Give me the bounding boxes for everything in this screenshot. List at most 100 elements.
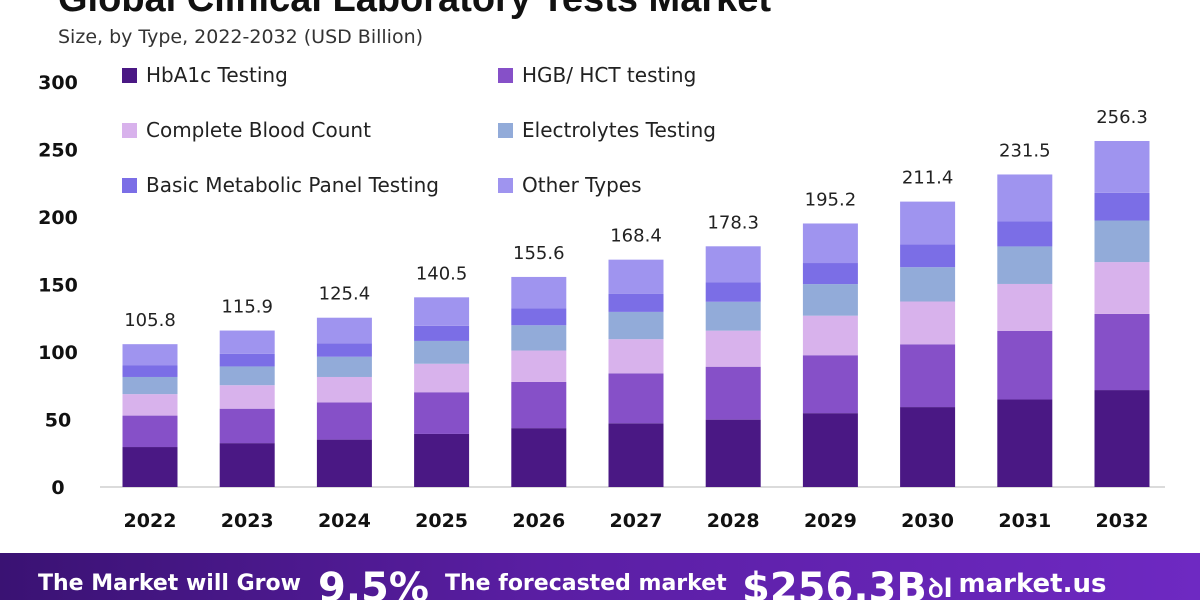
y-tick-label: 150: [38, 275, 78, 297]
bar-segment-other-types: [900, 201, 956, 245]
bar-segment-basic-metabolic-panel-testing: [1094, 192, 1150, 221]
bar-total-label: 231.5: [999, 140, 1051, 161]
bar-segment-other-types: [997, 174, 1053, 222]
bar-segment-electrolytes-testing: [511, 325, 567, 351]
bar-segment-hba1c-testing: [997, 399, 1053, 487]
legend-label: Electrolytes Testing: [522, 118, 716, 142]
bar-segment-hgb-hct-testing: [414, 392, 470, 434]
bar-segment-hgb-hct-testing: [316, 402, 372, 440]
y-tick-label: 250: [38, 140, 78, 162]
legend-swatch: [122, 67, 137, 83]
bar-segment-hba1c-testing: [802, 413, 858, 487]
legend-swatch: [498, 67, 513, 83]
bar-segment-hba1c-testing: [1094, 390, 1150, 487]
bar-segment-basic-metabolic-panel-testing: [997, 221, 1053, 247]
x-tick-label: 2026: [512, 510, 565, 532]
y-tick-label: 100: [38, 342, 78, 364]
bar-segment-complete-blood-count: [705, 330, 761, 367]
bar-segment-hba1c-testing: [219, 443, 275, 487]
legend-item: Basic Metabolic Panel Testing: [122, 173, 439, 197]
bar-segment-other-types: [219, 330, 275, 354]
footer-banner: The Market will Grow 9.5% The forecasted…: [0, 553, 1200, 600]
bar-segment-complete-blood-count: [1094, 262, 1150, 314]
x-tick-label: 2031: [998, 510, 1051, 532]
x-tick-label: 2023: [221, 510, 274, 532]
bar-segment-other-types: [1094, 140, 1150, 193]
legend-swatch: [498, 177, 513, 193]
bar-segment-other-types: [414, 297, 470, 326]
bar-segment-electrolytes-testing: [997, 246, 1053, 284]
x-tick-label: 2030: [901, 510, 954, 532]
x-tick-label: 2032: [1096, 510, 1149, 532]
bar-segment-complete-blood-count: [997, 283, 1053, 331]
bar-segment-hba1c-testing: [316, 439, 372, 487]
legend-label: Complete Blood Count: [146, 118, 371, 142]
bar-segment-hgb-hct-testing: [122, 415, 178, 448]
x-tick-label: 2024: [318, 510, 371, 532]
brand-name: market.us: [958, 569, 1107, 599]
bar-total-label: 155.6: [513, 243, 565, 264]
legend-label: HbA1c Testing: [146, 63, 288, 87]
bar-segment-other-types: [608, 259, 664, 294]
bar-segment-complete-blood-count: [122, 394, 178, 416]
bar-segment-complete-blood-count: [608, 339, 664, 374]
chart-title: Global Clinical Laboratory Tests Market: [58, 0, 771, 21]
legend-label: Other Types: [522, 173, 642, 197]
bar-total-label: 105.8: [124, 310, 176, 331]
bar-total-label: 125.4: [319, 284, 371, 305]
bar-segment-electrolytes-testing: [122, 376, 178, 395]
bar-segment-other-types: [316, 317, 372, 344]
bar-segment-electrolytes-testing: [705, 301, 761, 331]
bar-segment-basic-metabolic-panel-testing: [608, 293, 664, 312]
bar-total-label: 178.3: [707, 212, 759, 233]
bar-segment-complete-blood-count: [900, 301, 956, 345]
bar-segment-basic-metabolic-panel-testing: [705, 282, 761, 302]
bar-segment-hgb-hct-testing: [705, 366, 761, 420]
brand-logo-icon: ꝺl: [928, 574, 953, 600]
bar-segment-hba1c-testing: [608, 423, 664, 487]
bar-segment-electrolytes-testing: [1094, 220, 1150, 263]
bar-segment-complete-blood-count: [316, 376, 372, 403]
legend-item: HGB/ HCT testing: [498, 63, 696, 87]
x-tick-label: 2027: [610, 510, 663, 532]
bar-segment-other-types: [122, 344, 178, 366]
bar-total-label: 168.4: [610, 226, 662, 247]
legend-item: Other Types: [498, 173, 642, 197]
bar-segment-basic-metabolic-panel-testing: [219, 353, 275, 367]
bar-segment-hba1c-testing: [900, 407, 956, 487]
legend-item: Electrolytes Testing: [498, 118, 716, 142]
legend-swatch: [122, 177, 137, 193]
y-tick-label: 50: [45, 410, 71, 432]
bar-segment-complete-blood-count: [511, 350, 567, 382]
bar-segment-other-types: [802, 223, 858, 264]
x-tick-label: 2029: [804, 510, 857, 532]
legend-item: Complete Blood Count: [122, 118, 371, 142]
legend-swatch: [122, 122, 137, 138]
bar-total-label: 115.9: [221, 297, 273, 318]
x-tick-label: 2022: [124, 510, 177, 532]
footer-cagr-value: 9.5%: [318, 565, 429, 600]
bar-segment-basic-metabolic-panel-testing: [414, 325, 470, 341]
bar-segment-hba1c-testing: [511, 428, 567, 487]
y-tick-label: 0: [51, 477, 64, 499]
x-tick-label: 2025: [415, 510, 468, 532]
bar-segment-electrolytes-testing: [316, 356, 372, 377]
footer-forecast-text: The forecasted market: [445, 571, 727, 596]
bar-total-label: 140.5: [416, 263, 468, 284]
bar-total-label: 256.3: [1096, 107, 1148, 128]
bar-segment-basic-metabolic-panel-testing: [802, 263, 858, 285]
bar-segment-hgb-hct-testing: [511, 381, 567, 429]
legend-item: HbA1c Testing: [122, 63, 288, 87]
bar-segment-complete-blood-count: [414, 363, 470, 393]
bar-total-label: 195.2: [805, 189, 857, 210]
brand-logo[interactable]: ꝺl market.us: [928, 569, 1106, 600]
bar-segment-hba1c-testing: [122, 447, 178, 487]
bar-segment-complete-blood-count: [219, 385, 275, 409]
x-tick-label: 2028: [707, 510, 760, 532]
bar-segment-electrolytes-testing: [802, 284, 858, 316]
legend-label: HGB/ HCT testing: [522, 63, 697, 87]
bar-segment-basic-metabolic-panel-testing: [316, 343, 372, 357]
bar-segment-electrolytes-testing: [900, 267, 956, 302]
bar-segment-hgb-hct-testing: [997, 330, 1053, 400]
bar-segment-basic-metabolic-panel-testing: [511, 308, 567, 326]
